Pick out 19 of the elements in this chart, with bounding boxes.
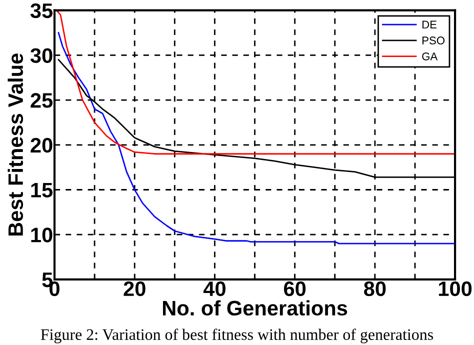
caption: Figure 2: Variation of best fitness with number of generations	[40, 328, 434, 344]
y-tick-label: 15	[31, 182, 53, 198]
x-tick-label: 40	[203, 281, 226, 296]
legend-label: DE	[422, 20, 437, 28]
legend-label: PSO	[422, 36, 445, 44]
y-tick-label: 10	[31, 228, 52, 242]
x-tick-label: 100	[438, 281, 472, 296]
y-tick-label: 30	[30, 48, 52, 63]
x-tick-label: 20	[124, 281, 146, 296]
x-tick-label: 80	[364, 281, 386, 296]
y-tick-label: 20	[30, 138, 52, 153]
legend-label: GA	[422, 52, 438, 60]
y-tick-label: 25	[30, 93, 53, 108]
y-axis-title: Best Fitness Value	[8, 54, 24, 236]
line-series	[58, 32, 456, 244]
line-series	[56, 10, 456, 155]
y-tick-label: 35	[30, 3, 53, 18]
x-axis-title: No. of Generations	[162, 300, 348, 316]
x-tick-label: 60	[284, 281, 306, 296]
